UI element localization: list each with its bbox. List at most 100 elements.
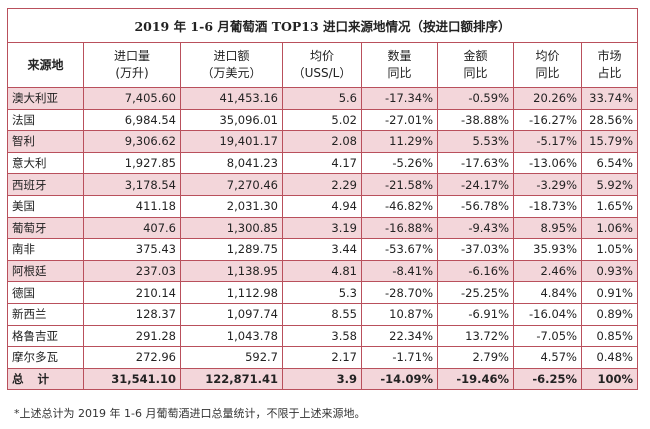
cell-volume-yoy: 22.34%: [361, 324, 438, 348]
table-row: 意大利 1,927.85 8,041.23 4.17 -5.26% -17.63% -13.…: [7, 151, 638, 175]
cell-volume: 9,306.62: [83, 130, 181, 153]
cell-volume-yoy: 10.87%: [361, 302, 438, 326]
cell-volume-yoy: 11.29%: [361, 130, 438, 153]
cell-volume: 237.03: [83, 259, 181, 283]
header-price-yoy-line: 同比: [535, 66, 560, 80]
header-price-yoy: 均价 同比: [513, 42, 582, 88]
cell-price-yoy: -13.06%: [513, 151, 582, 175]
cell-source: 澳大利亚: [7, 87, 84, 110]
table-row: 智利 9,306.62 19,401.17 2.08 11.29% 5.53% -5.17%…: [7, 130, 638, 153]
cell-volume: 31,541.10: [83, 367, 181, 391]
cell-volume: 6,984.54: [83, 108, 181, 132]
cell-market-share: 15.79%: [581, 130, 638, 153]
cell-source: 阿根廷: [7, 259, 84, 283]
cell-source: 葡萄牙: [7, 216, 84, 240]
cell-price-yoy: -7.05%: [513, 324, 582, 348]
table-row: 葡萄牙 407.6 1,300.85 3.19 -16.88% -9.43% 8.95% 1.…: [7, 216, 638, 240]
cell-value: 8,041.23: [180, 151, 283, 175]
header-volume: 进口量 (万升): [83, 42, 181, 88]
cell-value: 1,112.98: [180, 281, 283, 304]
cell-volume-yoy: -21.58%: [361, 173, 438, 196]
cell-value-yoy: -6.91%: [437, 302, 514, 326]
cell-market-share: 5.92%: [581, 173, 638, 196]
cell-avg-price: 2.08: [282, 130, 362, 153]
header-volume-yoy-line: 数量: [387, 49, 412, 63]
cell-volume-yoy: -5.26%: [361, 151, 438, 175]
cell-volume-yoy: -1.71%: [361, 346, 438, 369]
cell-avg-price: 3.44: [282, 238, 362, 261]
header-market-share: 市场 占比: [581, 42, 638, 88]
cell-value: 1,289.75: [180, 238, 283, 261]
cell-volume: 7,405.60: [83, 87, 181, 110]
cell-value-yoy: -19.46%: [437, 367, 514, 391]
table-row: 西班牙 3,178.54 7,270.46 2.29 -21.58% -24.17% -3.…: [7, 173, 638, 196]
cell-price-yoy: -16.27%: [513, 108, 582, 132]
cell-value-yoy: -25.25%: [437, 281, 514, 304]
cell-source: 意大利: [7, 151, 84, 175]
header-value-line: （万美元）: [201, 66, 262, 80]
cell-source: 总计: [7, 367, 84, 391]
cell-volume: 128.37: [83, 302, 181, 326]
cell-avg-price: 5.02: [282, 108, 362, 132]
cell-price-yoy: -18.73%: [513, 194, 582, 218]
cell-source: 西班牙: [7, 173, 84, 196]
header-source: 来源地: [7, 42, 84, 88]
cell-value: 19,401.17: [180, 130, 283, 153]
cell-price-yoy: -16.04%: [513, 302, 582, 326]
cell-source: 美国: [7, 194, 84, 218]
cell-value-yoy: 5.53%: [437, 130, 514, 153]
cell-avg-price: 3.58: [282, 324, 362, 348]
header-volume-yoy: 数量 同比: [361, 42, 438, 88]
cell-avg-price: 4.94: [282, 194, 362, 218]
cell-volume-yoy: -16.88%: [361, 216, 438, 240]
total-row: 总计 31,541.10 122,871.41 3.9 -14.09% -19.46% -6…: [7, 367, 638, 391]
cell-value-yoy: -6.16%: [437, 259, 514, 283]
cell-volume-yoy: -8.41%: [361, 259, 438, 283]
table-row: 摩尔多瓦 272.96 592.7 2.17 -1.71% 2.79% 4.57% 0.48%: [7, 346, 638, 369]
cell-value-yoy: -0.59%: [437, 87, 514, 110]
cell-value: 2,031.30: [180, 194, 283, 218]
cell-value-yoy: 13.72%: [437, 324, 514, 348]
cell-volume-yoy: -14.09%: [361, 367, 438, 391]
header-volume-line: (万升): [115, 66, 149, 80]
cell-price-yoy: -5.17%: [513, 130, 582, 153]
cell-value: 1,138.95: [180, 259, 283, 283]
cell-price-yoy: -3.29%: [513, 173, 582, 196]
header-row: 来源地 进口量 (万升) 进口额 （万美元） 均价 （USS/L） 数量 同比 金额同比 均价 同比市…: [7, 42, 638, 88]
cell-avg-price: 8.55: [282, 302, 362, 326]
cell-volume-yoy: -53.67%: [361, 238, 438, 261]
wine-import-table: 2019 年 1-6 月葡萄酒 TOP13 进口来源地情况（按进口额排序） 来源…: [7, 8, 638, 391]
cell-price-yoy: 8.95%: [513, 216, 582, 240]
table-row: 阿根廷 237.03 1,138.95 4.81 -8.41% -6.16% 2.46% 0.…: [7, 259, 638, 283]
cell-market-share: 100%: [581, 367, 638, 391]
header-avg-price-line: 均价: [309, 49, 334, 63]
header-value-yoy-line: 金额: [463, 49, 488, 63]
cell-market-share: 1.06%: [581, 216, 638, 240]
cell-avg-price: 3.9: [282, 367, 362, 391]
cell-market-share: 0.91%: [581, 281, 638, 304]
cell-price-yoy: 35.93%: [513, 238, 582, 261]
table-row: 德国 210.14 1,112.98 5.3 -28.70% -25.25% 4.84% 0.…: [7, 281, 638, 304]
cell-source: 法国: [7, 108, 84, 132]
cell-avg-price: 3.19: [282, 216, 362, 240]
table-row: 新西兰 128.37 1,097.74 8.55 10.87% -6.91% -16.04%…: [7, 302, 638, 326]
cell-avg-price: 5.6: [282, 87, 362, 110]
cell-market-share: 33.74%: [581, 87, 638, 110]
cell-volume: 1,927.85: [83, 151, 181, 175]
cell-volume: 272.96: [83, 346, 181, 369]
cell-source: 格鲁吉亚: [7, 324, 84, 348]
table-row: 格鲁吉亚 291.28 1,043.78 3.58 22.34% 13.72% -7.05%…: [7, 324, 638, 348]
footnote: *上述总计为 2019 年 1-6 月葡萄酒进口总量统计，不限于上述来源地。: [14, 407, 366, 420]
header-volume-line: 进口量: [113, 49, 150, 63]
header-value-line: 进口额: [213, 49, 250, 63]
cell-avg-price: 4.17: [282, 151, 362, 175]
cell-value: 1,097.74: [180, 302, 283, 326]
cell-value: 41,453.16: [180, 87, 283, 110]
cell-value-yoy: 2.79%: [437, 346, 514, 369]
cell-volume-yoy: -46.82%: [361, 194, 438, 218]
cell-price-yoy: 4.84%: [513, 281, 582, 304]
cell-market-share: 28.56%: [581, 108, 638, 132]
cell-value-yoy: -37.03%: [437, 238, 514, 261]
header-avg-price: 均价 （USS/L）: [282, 42, 362, 88]
cell-volume: 291.28: [83, 324, 181, 348]
